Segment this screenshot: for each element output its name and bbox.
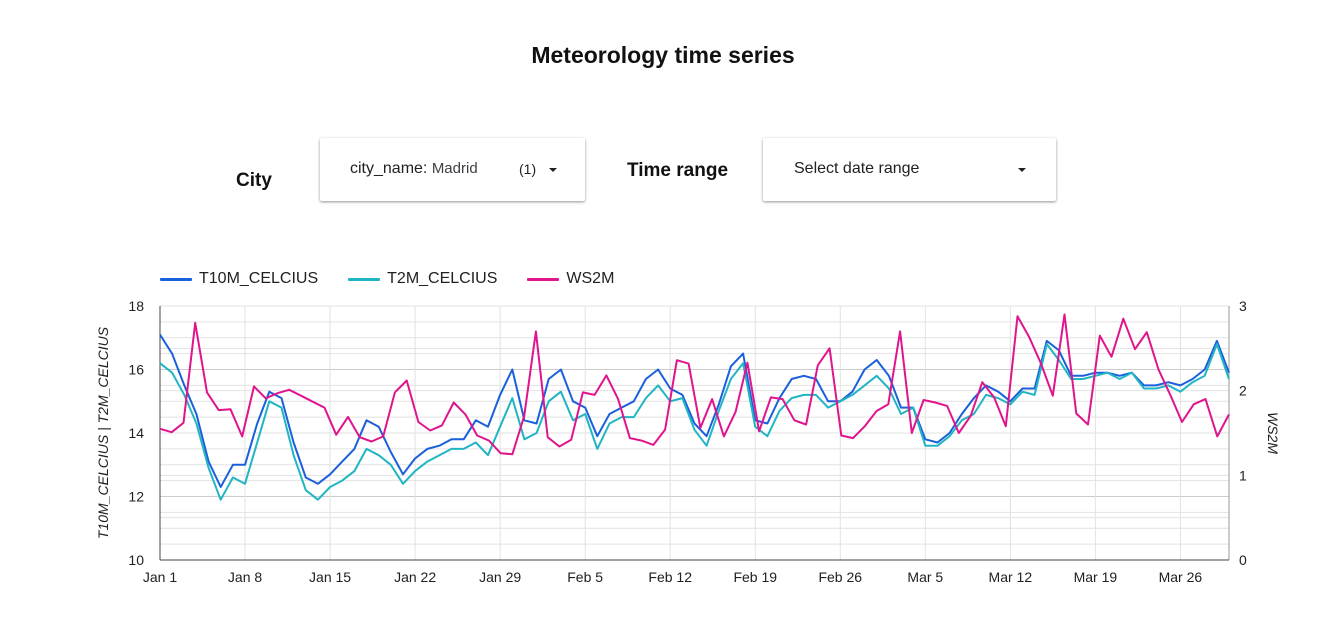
x-tick-label: Jan 15 <box>309 569 351 585</box>
chevron-down-icon <box>1018 168 1026 172</box>
date-range-dropdown[interactable]: Select date range <box>763 138 1056 201</box>
y-tick-label-right: 2 <box>1239 383 1247 399</box>
chart-grid <box>159 305 1229 561</box>
x-tick-label: Jan 29 <box>479 569 521 585</box>
y-tick-label-left: 14 <box>128 425 144 441</box>
chart-series <box>159 313 1230 501</box>
series-line-t2m-celcius <box>159 343 1230 501</box>
legend-item-t2m[interactable]: T2M_CELCIUS <box>348 270 497 288</box>
legend-label-t2m: T2M_CELCIUS <box>387 270 498 287</box>
city-filter-colon: : <box>422 160 432 177</box>
y-tick-label-right: 1 <box>1239 467 1247 483</box>
chart-legend: T10M_CELCIUS T2M_CELCIUS WS2M <box>160 269 644 289</box>
y-tick-label-right: 0 <box>1239 552 1247 568</box>
city-filter-dropdown[interactable]: city_name: Madrid (1) <box>320 138 585 201</box>
page-title: Meteorology time series <box>531 42 795 68</box>
legend-label-ws2m: WS2M <box>566 270 615 287</box>
y-tick-label-left: 12 <box>128 489 144 505</box>
date-range-placeholder: Select date range <box>794 160 920 177</box>
city-filter-key: city_name <box>350 160 423 177</box>
x-tick-label: Jan 8 <box>228 569 262 585</box>
chart-axes <box>159 306 1230 561</box>
y-axis-title-left: T10M_CELCIUS | T2M_CELCIUS <box>95 326 111 539</box>
y-tick-label-left: 10 <box>128 552 144 568</box>
city-filter-count: (1) <box>519 161 537 177</box>
legend-swatch-t2m <box>348 277 381 281</box>
city-filter-text: city_name: Madrid <box>350 160 478 178</box>
y-tick-label-right: 3 <box>1239 298 1247 314</box>
legend-label-t10m: T10M_CELCIUS <box>199 270 319 287</box>
x-tick-label: Feb 19 <box>733 569 777 585</box>
time-range-label: Time range <box>627 160 729 181</box>
y-axis-title-right: WS2M <box>1265 412 1281 454</box>
series-line-ws2m <box>159 313 1230 456</box>
y-tick-label-left: 16 <box>128 362 144 378</box>
y-tick-label-left: 18 <box>128 298 144 314</box>
city-filter-value: Madrid <box>431 160 478 177</box>
x-tick-label: Feb 5 <box>567 569 603 585</box>
city-label: City <box>236 170 272 191</box>
series-line-t10m-celcius <box>159 334 1230 488</box>
x-tick-label: Mar 19 <box>1074 569 1118 585</box>
x-tick-label: Jan 1 <box>143 569 177 585</box>
x-tick-label: Mar 5 <box>907 569 943 585</box>
chevron-down-icon <box>549 168 557 172</box>
x-tick-label: Mar 12 <box>989 569 1033 585</box>
x-tick-label: Feb 12 <box>648 569 692 585</box>
legend-item-ws2m[interactable]: WS2M <box>527 270 614 288</box>
legend-swatch-ws2m <box>527 277 560 281</box>
legend-swatch-t10m <box>160 277 192 281</box>
x-tick-label: Mar 26 <box>1159 569 1203 585</box>
legend-item-t10m[interactable]: T10M_CELCIUS <box>160 270 318 288</box>
x-tick-label: Feb 26 <box>818 569 862 585</box>
x-tick-label: Jan 22 <box>394 569 436 585</box>
